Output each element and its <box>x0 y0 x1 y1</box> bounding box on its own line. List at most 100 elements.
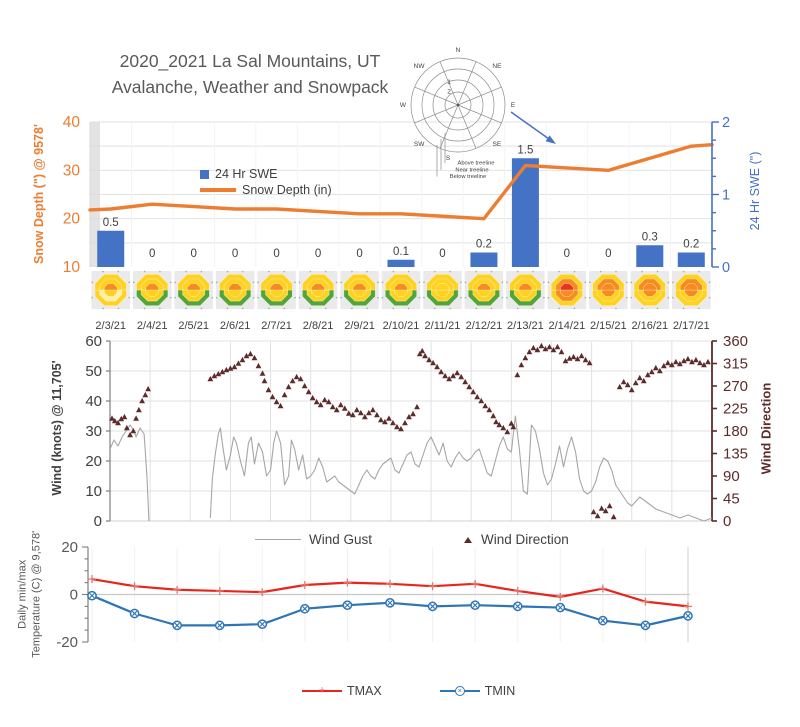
wind-direction-marker <box>624 381 631 388</box>
rose-tick-dot <box>283 307 286 310</box>
wind-direction-marker <box>434 363 440 370</box>
wind-direction-marker <box>546 343 553 350</box>
swe-bar-value-label: 0 <box>439 248 445 260</box>
legend-item-tmax: + TMAX <box>302 684 382 698</box>
wind-direction-marker <box>247 350 254 357</box>
rose-tick-dot <box>169 296 172 299</box>
date-label: 2/10/21 <box>383 320 420 332</box>
swe-tick-label: 1 <box>722 188 730 204</box>
annotation-arrow-head <box>545 135 556 144</box>
wind-direction-marker <box>321 396 328 403</box>
danger-rose-core_top <box>145 283 159 291</box>
wind-direction-marker <box>672 358 679 365</box>
tmin-marker-x <box>302 606 308 612</box>
wind-direction-marker <box>534 346 541 353</box>
rose-tick-dot <box>298 281 301 284</box>
danger-rose-core_top <box>311 283 325 291</box>
wind-direction-marker <box>486 406 493 413</box>
wind-direction-marker <box>130 427 137 434</box>
wind-direction-marker <box>616 383 623 390</box>
date-label: 2/8/21 <box>303 320 334 332</box>
rose-tick-dot <box>377 296 379 299</box>
rose-tick-dot <box>185 307 187 310</box>
rose-tick-dot <box>464 296 467 299</box>
rose-tick-dot <box>626 296 628 299</box>
wind-direction-marker <box>261 377 268 384</box>
wind-direction-marker <box>458 373 465 380</box>
rose-tick-dot <box>294 296 296 299</box>
rose-tick-dot <box>143 270 146 273</box>
rose-tick-dot <box>91 296 94 299</box>
rose-tick-dot <box>340 296 342 299</box>
rose-tick-dot <box>159 270 161 273</box>
wind-direction-marker <box>281 391 288 398</box>
wind-direction-marker <box>598 505 605 511</box>
compass-direction-label: SE <box>493 141 502 148</box>
wind-direction-marker <box>305 388 312 395</box>
wind-gust-swatch-icon <box>255 538 301 541</box>
wind-direction-marker <box>378 416 384 423</box>
wind-direction-marker <box>277 402 284 409</box>
swe-tick-label: 0 <box>722 260 730 276</box>
rose-tick-dot <box>392 307 395 310</box>
rose-tick-dot <box>257 281 259 284</box>
temperature-legend: + TMAX × TMIN <box>302 684 515 698</box>
wind-direction-marker <box>361 413 368 420</box>
wind-direction-marker <box>442 372 449 379</box>
danger-rose-core_top <box>560 283 574 291</box>
wind-direction-swatch-icon <box>464 536 473 543</box>
compass-sector-line <box>439 61 459 106</box>
rose-tick-dot <box>615 270 617 273</box>
rose-tick-dot <box>599 307 602 310</box>
rose-tick-dot <box>257 296 259 299</box>
wind-direction-marker <box>701 361 707 368</box>
wind-direction-marker <box>660 362 667 369</box>
swe-bar-value-label: 0 <box>356 248 362 260</box>
wind-dir-tick-label: 180 <box>723 423 748 440</box>
chart-title-line2: Avalanche, Weather and Snowpack <box>111 77 389 98</box>
compass-ring-number: 2 <box>447 89 451 96</box>
wind-direction-marker <box>394 423 400 430</box>
tmax-plus-marker-icon: + <box>318 684 326 697</box>
wind-knots-tick-label: 30 <box>85 423 102 440</box>
rose-tick-dot <box>708 281 711 284</box>
rose-tick-dot <box>464 281 467 284</box>
rose-tick-dot <box>532 270 534 273</box>
rose-tick-dot <box>558 270 561 273</box>
tmin-circle-x-marker-icon: × <box>454 686 465 696</box>
rose-tick-dot <box>423 281 425 284</box>
rose-tick-dot <box>143 307 146 310</box>
wind-direction-marker <box>386 415 392 421</box>
rose-tick-dot <box>475 270 478 273</box>
rose-tick-dot <box>667 281 670 284</box>
rose-tick-dot <box>381 281 384 284</box>
snow-depth-swatch-icon <box>200 188 236 192</box>
legend-item-tmin: × TMIN <box>439 684 515 698</box>
rose-tick-dot <box>132 281 135 284</box>
legend-label-wind-direction: Wind Direction <box>481 532 569 547</box>
rose-tick-dot <box>407 307 410 310</box>
rose-tick-dot <box>132 296 135 299</box>
axis-title-temperature-line1: Daily min/max <box>16 559 29 629</box>
wind-direction-marker <box>289 377 296 384</box>
wind-direction-marker <box>317 401 324 408</box>
compass-sector-line <box>457 86 502 106</box>
danger-rose-core_top <box>601 283 616 291</box>
rose-tick-dot <box>671 296 674 299</box>
compass-sector-line <box>457 61 477 106</box>
wind-direction-marker <box>414 403 420 410</box>
date-label: 2/4/21 <box>137 320 168 332</box>
axis-title-temperature: Daily min/max Temperature (C) @ 9,578' <box>16 518 45 670</box>
snow-depth-tick-label: 10 <box>63 259 81 276</box>
legend-label-swe: 24 Hr SWE <box>215 167 278 181</box>
swe-tick-label: 2 <box>722 115 730 131</box>
date-label: 2/15/21 <box>590 320 627 332</box>
wind-direction-marker <box>538 342 545 349</box>
rose-tick-dot <box>351 307 353 310</box>
rose-tick-dot <box>241 307 244 310</box>
compass-direction-label: N <box>456 47 461 54</box>
rose-tick-dot <box>169 281 172 284</box>
rose-tick-dot <box>584 281 587 284</box>
wind-direction-marker <box>398 425 404 432</box>
